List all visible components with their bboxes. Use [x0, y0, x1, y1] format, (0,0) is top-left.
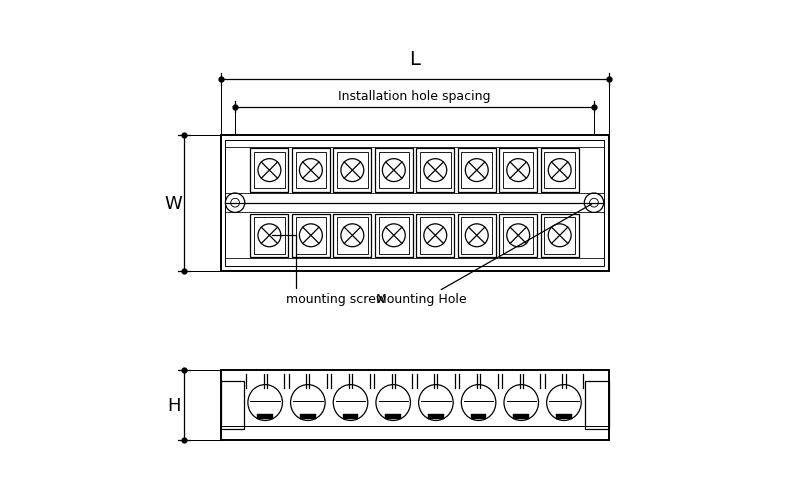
Bar	[541, 149, 578, 193]
Bar	[545, 218, 575, 254]
Bar	[499, 149, 538, 193]
Bar	[292, 149, 330, 193]
Bar	[541, 214, 578, 257]
Bar	[258, 414, 273, 419]
Text: mounting screw: mounting screw	[286, 293, 386, 306]
Bar	[503, 218, 534, 254]
Bar	[416, 149, 454, 193]
Bar	[254, 152, 285, 189]
Text: W: W	[165, 194, 182, 212]
Bar	[221, 381, 244, 429]
Bar	[458, 149, 496, 193]
Bar	[334, 214, 371, 257]
Bar	[586, 381, 609, 429]
Bar	[386, 414, 401, 419]
Bar	[374, 214, 413, 257]
Text: Mounting Hole: Mounting Hole	[376, 293, 466, 306]
Text: H: H	[166, 396, 180, 414]
Bar	[503, 152, 534, 189]
Bar	[556, 414, 572, 419]
Bar	[221, 370, 609, 440]
Bar	[458, 214, 496, 257]
Bar	[292, 214, 330, 257]
Bar	[296, 152, 326, 189]
Bar	[337, 218, 368, 254]
Bar	[250, 149, 289, 193]
Bar	[378, 218, 409, 254]
Bar	[226, 140, 604, 266]
Bar	[334, 149, 371, 193]
Text: L: L	[409, 50, 420, 69]
Bar	[378, 152, 409, 189]
Bar	[470, 414, 486, 419]
Bar	[545, 152, 575, 189]
Bar	[514, 414, 529, 419]
Bar	[337, 152, 368, 189]
Bar	[221, 136, 609, 271]
Bar	[296, 218, 326, 254]
Bar	[250, 214, 289, 257]
Bar	[300, 414, 316, 419]
Bar	[499, 214, 538, 257]
Bar	[420, 152, 450, 189]
Bar	[254, 218, 285, 254]
Text: Installation hole spacing: Installation hole spacing	[338, 90, 491, 103]
Bar	[374, 149, 413, 193]
Bar	[462, 218, 492, 254]
Bar	[416, 214, 454, 257]
Bar	[428, 414, 444, 419]
Bar	[462, 152, 492, 189]
Bar	[342, 414, 358, 419]
Bar	[420, 218, 450, 254]
